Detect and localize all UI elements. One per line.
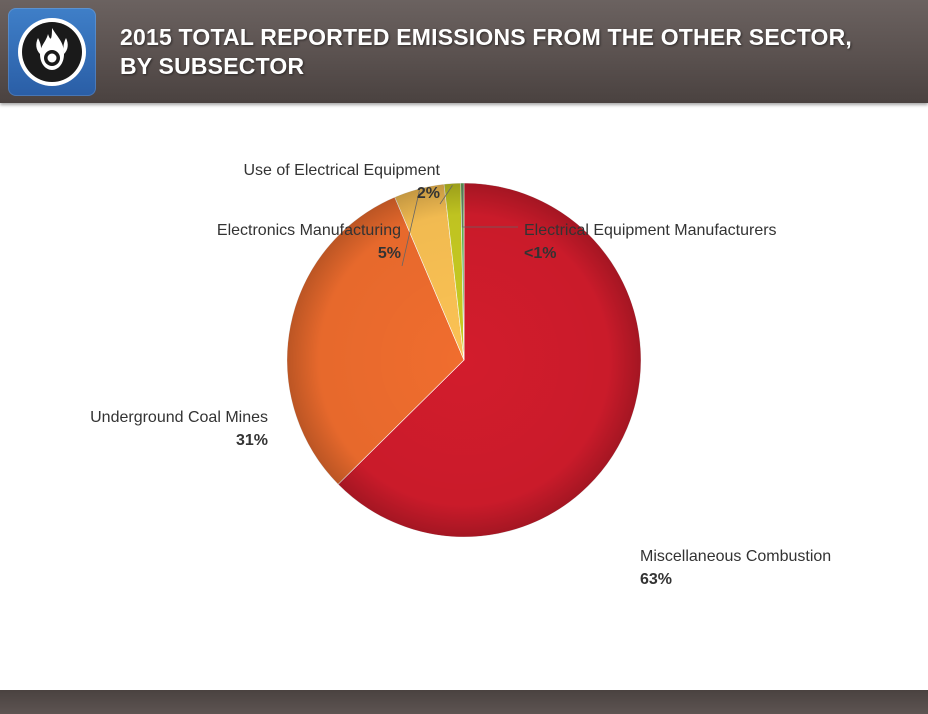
value-use-of-electrical-equipment: 2% (417, 185, 440, 202)
label-use-of-electrical-equipment: Use of Electrical Equipment (243, 162, 440, 179)
leader-electrical-equipment-manufacturers (461, 185, 518, 228)
value-electronics-manufacturing: 5% (378, 245, 401, 262)
pie-chart: Miscellaneous Combustion 63% Underground C… (90, 162, 831, 588)
value-electrical-equipment-manufacturers: <1% (524, 245, 556, 262)
label-electrical-equipment-manufacturers: Electrical Equipment Manufacturers (524, 222, 777, 239)
flame-hazard-icon (18, 18, 86, 86)
header-bar: 2015 TOTAL REPORTED EMISSIONS FROM THE O… (0, 0, 928, 103)
pie-shading (287, 183, 641, 537)
footer-bar (0, 690, 928, 714)
title-line-1: 2015 TOTAL REPORTED EMISSIONS FROM THE O… (120, 24, 853, 50)
label-miscellaneous-combustion: Miscellaneous Combustion (640, 548, 831, 565)
value-miscellaneous-combustion: 63% (640, 571, 672, 588)
label-electronics-manufacturing: Electronics Manufacturing (217, 222, 401, 239)
sector-icon-box (8, 8, 96, 96)
title-line-2: BY SUBSECTOR (120, 53, 305, 79)
value-underground-coal-mines: 31% (236, 432, 268, 449)
leader-electronics-manufacturing (401, 190, 420, 267)
leader-use-of-electrical-equipment (439, 185, 453, 205)
page-title: 2015 TOTAL REPORTED EMISSIONS FROM THE O… (120, 23, 910, 81)
label-underground-coal-mines: Underground Coal Mines (90, 409, 268, 426)
